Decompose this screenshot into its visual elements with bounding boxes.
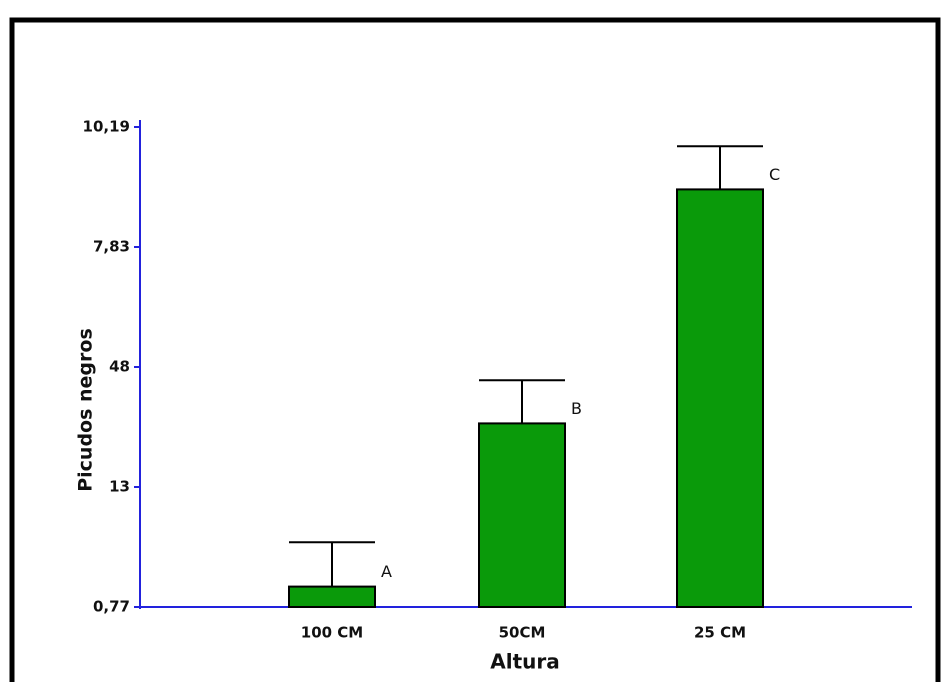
y-tick-label: 13 — [109, 478, 130, 496]
annotation: C — [769, 165, 780, 184]
x-tick-label: 50CM — [499, 624, 546, 642]
frame — [9, 17, 941, 682]
bar — [478, 422, 566, 608]
annotation: A — [381, 562, 392, 581]
annotation: B — [571, 399, 582, 418]
y-tick-label: 10,19 — [83, 118, 130, 136]
bar — [676, 188, 764, 608]
y-tick-label: 48 — [109, 358, 130, 376]
x-tick-label: 100 CM — [301, 624, 363, 642]
bar — [288, 585, 376, 608]
y-axis-label: Picudos negros — [75, 328, 97, 492]
y-tick-label: 0,77 — [93, 598, 130, 616]
x-tick-label: 25 CM — [694, 624, 746, 642]
x-axis-label: Altura — [490, 650, 560, 674]
y-tick-label: 7,83 — [93, 238, 130, 256]
